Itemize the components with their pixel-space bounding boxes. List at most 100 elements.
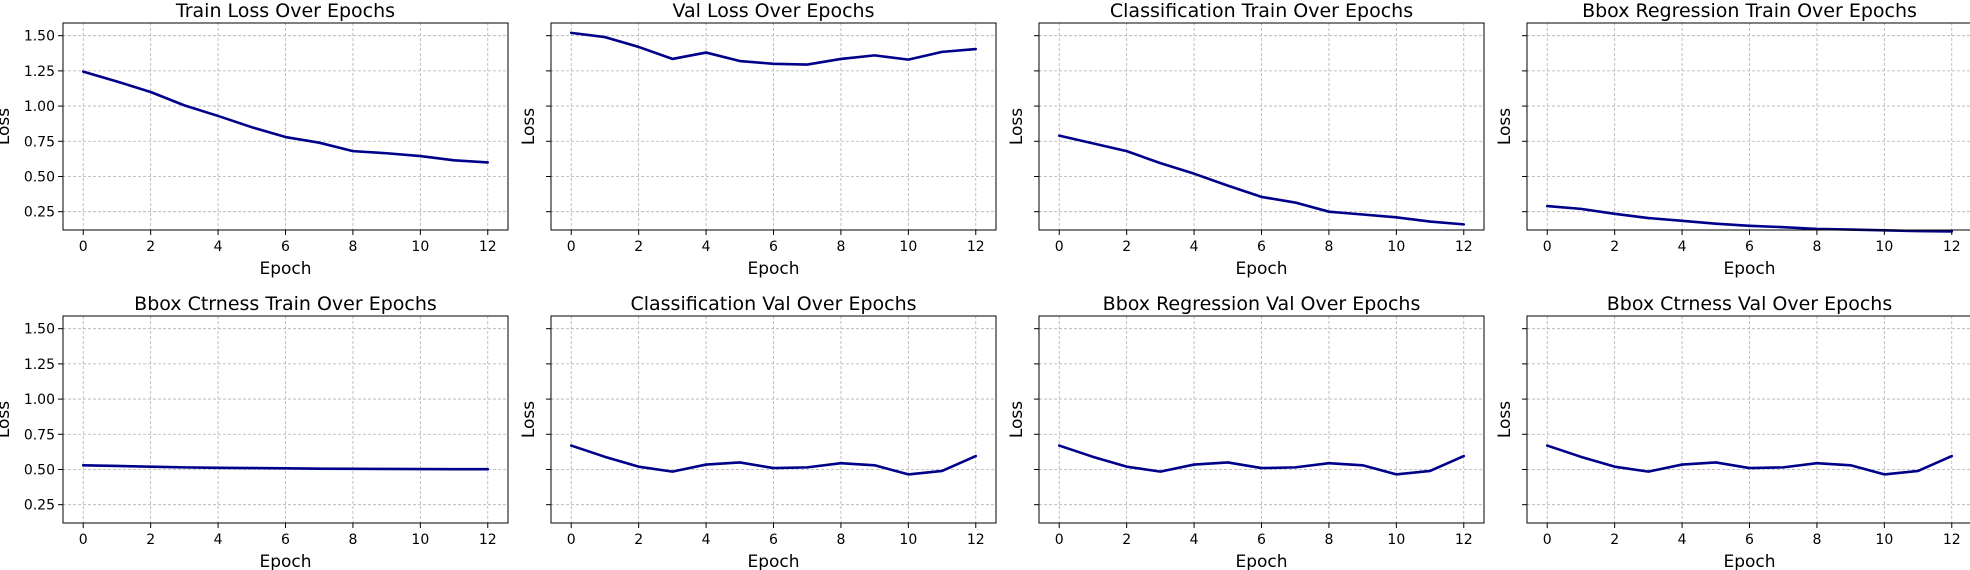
x-tick-label-5-4: 8 (348, 532, 357, 548)
y-tick-label-1-5: 1.50 (24, 29, 55, 45)
x-tick-label-6-2: 4 (702, 532, 711, 548)
x-axis-label-5: Epoch (259, 552, 311, 570)
x-tick-label-6-4: 8 (836, 532, 845, 548)
x-tick-label-6-5: 10 (899, 532, 917, 548)
x-tick-label-6-0: 0 (567, 532, 576, 548)
y-axis-label-3: Loss (1007, 108, 1027, 145)
x-tick-label-5-6: 12 (479, 532, 497, 548)
y-tick-label-5-5: 1.50 (24, 322, 55, 338)
x-tick-label-8-4: 8 (1812, 532, 1821, 548)
chart-title-6: Classification Val Over Epochs (630, 293, 916, 315)
x-tick-label-1-3: 6 (281, 239, 290, 255)
x-tick-label-7-0: 0 (1055, 532, 1064, 548)
chart-title-2: Val Loss Over Epochs (672, 0, 874, 22)
x-tick-label-3-1: 2 (1122, 239, 1131, 255)
x-tick-label-5-0: 0 (79, 532, 88, 548)
x-tick-label-6-6: 12 (967, 532, 985, 548)
y-tick-label-1-2: 0.75 (24, 134, 55, 150)
y-tick-label-1-1: 0.50 (24, 169, 55, 185)
y-tick-label-5-3: 1.00 (24, 392, 55, 408)
loss-line-5 (81, 463, 490, 471)
x-tick-label-7-2: 4 (1190, 532, 1199, 548)
chart-title-3: Classification Train Over Epochs (1110, 0, 1413, 22)
x-tick-label-2-3: 6 (769, 239, 778, 255)
x-axis-label-6: Epoch (747, 552, 799, 570)
x-tick-label-2-1: 2 (634, 239, 643, 255)
y-tick-label-5-4: 1.25 (24, 357, 55, 373)
x-tick-label-1-0: 0 (79, 239, 88, 255)
x-tick-label-5-5: 10 (411, 532, 429, 548)
y-axis-label-8: Loss (1495, 401, 1515, 438)
x-tick-label-8-2: 4 (1678, 532, 1687, 548)
x-tick-label-4-4: 8 (1812, 239, 1821, 255)
plot-frame-8 (1526, 315, 1970, 524)
y-tick-label-5-1: 0.50 (24, 462, 55, 478)
subplot-6: 0 2 4 6 8 10 12 Classification Val Over Epochs E… (519, 293, 997, 570)
subplot-5: 0 2 4 6 8 10 12 0.25 0.50 0.75 1.00 1.25 1.50 Bbox Ct… (0, 293, 509, 570)
subplot-4: 0 2 4 6 8 10 12 Bbox Regression Train Over Epoc… (1495, 0, 1970, 279)
subplot-2: 0 2 4 6 8 10 12 Val Loss Over Epochs Epoch Loss (519, 0, 997, 279)
x-tick-label-4-1: 2 (1610, 239, 1619, 255)
x-tick-label-2-0: 0 (567, 239, 576, 255)
x-tick-label-1-6: 12 (479, 239, 497, 255)
chart-title-5: Bbox Ctrness Train Over Epochs (134, 293, 437, 315)
chart-title-8: Bbox Ctrness Val Over Epochs (1607, 293, 1892, 315)
x-tick-label-3-4: 8 (1324, 239, 1333, 255)
x-tick-label-3-6: 12 (1455, 239, 1473, 255)
x-tick-label-5-2: 4 (214, 532, 223, 548)
x-tick-label-1-1: 2 (146, 239, 155, 255)
x-tick-label-6-3: 6 (769, 532, 778, 548)
x-tick-label-7-3: 6 (1257, 532, 1266, 548)
x-axis-label-4: Epoch (1723, 259, 1775, 279)
x-tick-label-7-1: 2 (1122, 532, 1131, 548)
x-tick-label-4-0: 0 (1543, 239, 1552, 255)
x-tick-label-7-6: 12 (1455, 532, 1473, 548)
chart-title-4: Bbox Regression Train Over Epochs (1582, 0, 1917, 22)
x-tick-label-1-2: 4 (214, 239, 223, 255)
subplot-8: 0 2 4 6 8 10 12 Bbox Ctrness Val Over Epochs Epo… (1495, 293, 1970, 570)
y-axis-label-6: Loss (519, 401, 539, 438)
x-tick-label-3-3: 6 (1257, 239, 1266, 255)
x-tick-label-3-2: 4 (1190, 239, 1199, 255)
loss-line-3 (1057, 134, 1466, 226)
plot-frame-4 (1526, 22, 1970, 231)
x-tick-label-8-5: 10 (1875, 532, 1893, 548)
subplot-3: 0 2 4 6 8 10 12 Classification Train Over Epoch… (1007, 0, 1485, 279)
chart-title-7: Bbox Regression Val Over Epochs (1103, 293, 1421, 315)
y-axis-label-7: Loss (1007, 401, 1027, 438)
x-axis-label-3: Epoch (1235, 259, 1287, 279)
x-tick-label-7-5: 10 (1387, 532, 1405, 548)
x-tick-label-4-5: 10 (1875, 239, 1893, 255)
loss-line-1 (81, 70, 490, 164)
loss-line-6 (569, 444, 978, 476)
x-tick-label-8-1: 2 (1610, 532, 1619, 548)
x-tick-label-2-2: 4 (702, 239, 711, 255)
y-tick-label-5-2: 0.75 (24, 427, 55, 443)
x-tick-label-3-0: 0 (1055, 239, 1064, 255)
x-axis-label-1: Epoch (259, 259, 311, 279)
y-tick-label-1-3: 1.00 (24, 99, 55, 115)
subplot-1: 0 2 4 6 8 10 12 0.25 0.50 0.75 1.00 1.25 1.50 Train L… (0, 0, 509, 279)
x-tick-label-3-5: 10 (1387, 239, 1405, 255)
y-tick-label-1-0: 0.25 (24, 205, 55, 221)
x-tick-label-6-1: 2 (634, 532, 643, 548)
x-axis-label-8: Epoch (1723, 552, 1775, 570)
loss-line-2 (569, 31, 978, 66)
y-tick-label-1-4: 1.25 (24, 64, 55, 80)
x-tick-label-4-2: 4 (1678, 239, 1687, 255)
x-tick-label-8-6: 12 (1943, 532, 1961, 548)
x-tick-label-5-3: 6 (281, 532, 290, 548)
y-axis-label-5: Loss (0, 401, 14, 438)
x-axis-label-2: Epoch (747, 259, 799, 279)
chart-title-1: Train Loss Over Epochs (175, 0, 395, 22)
subplot-7: 0 2 4 6 8 10 12 Bbox Regression Val Over Epochs… (1007, 293, 1485, 570)
x-tick-label-2-5: 10 (899, 239, 917, 255)
x-tick-label-8-3: 6 (1745, 532, 1754, 548)
x-tick-label-1-4: 8 (348, 239, 357, 255)
x-tick-label-5-1: 2 (146, 532, 155, 548)
x-tick-label-4-3: 6 (1745, 239, 1754, 255)
x-tick-label-2-4: 8 (836, 239, 845, 255)
x-tick-label-2-6: 12 (967, 239, 985, 255)
y-axis-label-2: Loss (519, 108, 539, 145)
